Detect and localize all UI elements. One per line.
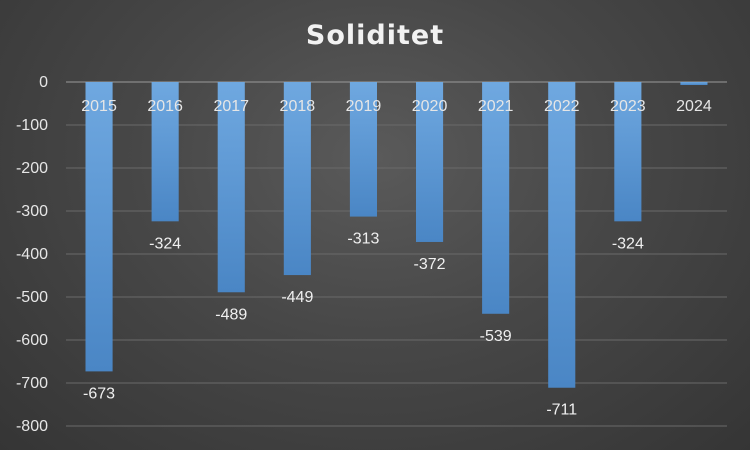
x-category-label: 2024 — [676, 98, 712, 115]
chart-title: Soliditet — [305, 20, 445, 51]
y-tick-label: -500 — [16, 289, 48, 306]
x-category-label: 2017 — [213, 98, 249, 115]
data-label: -372 — [414, 256, 446, 273]
y-axis: 0 -100 -200 -300 -400 -500 -600 -700 -800 — [16, 74, 48, 435]
x-category-label: 2019 — [346, 98, 382, 115]
y-tick-label: -400 — [16, 246, 48, 263]
data-label: -324 — [149, 235, 181, 252]
bar-2022 — [548, 82, 576, 388]
bar-2018 — [283, 82, 311, 276]
bar-2021 — [482, 82, 510, 314]
x-category-label: 2022 — [544, 98, 580, 115]
data-labels: -673 -324 -489 -449 -313 -372 -539 -711 -324 — [83, 231, 644, 419]
bar-2015 — [85, 82, 113, 372]
bar-2019 — [349, 82, 378, 217]
bar-2016 — [151, 82, 179, 222]
x-category-label: 2015 — [81, 98, 117, 115]
y-tick-label: -600 — [16, 332, 48, 349]
y-tick-label: -100 — [16, 117, 48, 134]
x-axis: 2015 2016 2017 2018 2019 2020 2021 2022 2023 2024 — [81, 98, 712, 115]
bars — [85, 82, 708, 388]
data-label: -324 — [612, 235, 644, 252]
bar-2017 — [217, 82, 245, 293]
data-label: -673 — [83, 385, 115, 402]
x-category-label: 2023 — [610, 98, 646, 115]
data-label: -489 — [215, 306, 247, 323]
x-category-label: 2016 — [147, 98, 183, 115]
y-tick-label: 0 — [39, 74, 48, 91]
bar-2023 — [614, 82, 642, 222]
data-label: -539 — [480, 328, 512, 345]
y-tick-label: -200 — [16, 160, 48, 177]
x-category-label: 2018 — [280, 98, 316, 115]
y-tick-label: -700 — [16, 375, 48, 392]
x-category-label: 2021 — [478, 98, 514, 115]
bar-2024 — [680, 82, 708, 86]
x-category-label: 2020 — [412, 98, 448, 115]
y-tick-label: -300 — [16, 203, 48, 220]
bar-2020 — [415, 82, 444, 242]
data-label: -711 — [546, 402, 577, 419]
data-label: -313 — [347, 231, 379, 248]
data-label: -449 — [281, 289, 313, 306]
y-tick-label: -800 — [16, 418, 48, 435]
